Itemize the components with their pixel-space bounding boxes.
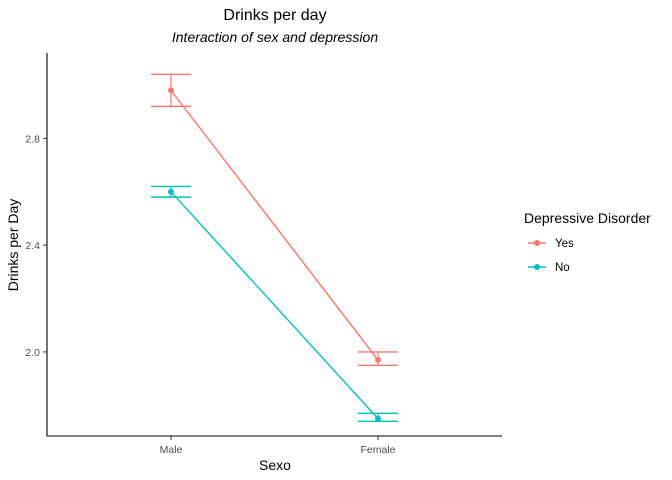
x-axis-title: Sexo [259, 457, 291, 473]
y-tick-label: 2.4 [25, 240, 40, 252]
legend-title: Depressive Disorder [524, 210, 651, 226]
legend-item-yes: Yes [528, 238, 574, 250]
chart-subtitle: Interaction of sex and depression [172, 29, 378, 45]
series-yes [151, 73, 398, 366]
chart-title: Drinks per day [223, 7, 326, 24]
y-axis-title: Drinks per Day [5, 199, 21, 292]
legend-key-point [534, 264, 540, 270]
series-layer [151, 73, 398, 423]
data-point [375, 356, 381, 363]
y-tick-label: 2.8 [25, 133, 40, 145]
x-tick-label: Female [360, 444, 395, 456]
data-point [375, 415, 381, 422]
legend-key-point [534, 240, 540, 246]
series-no [151, 185, 398, 423]
y-ticks: 2.0 2.4 2.8 [25, 133, 47, 359]
data-point [168, 188, 174, 195]
legend: Yes No [528, 238, 574, 274]
series-line [170, 89, 379, 361]
legend-item-no: No [528, 262, 570, 274]
x-ticks: Male Female [160, 436, 396, 456]
y-tick-label: 2.0 [25, 347, 40, 359]
data-point [168, 87, 174, 94]
legend-label: Yes [555, 238, 574, 250]
legend-label: No [555, 262, 570, 274]
x-tick-label: Male [160, 444, 183, 456]
series-line [170, 191, 379, 420]
